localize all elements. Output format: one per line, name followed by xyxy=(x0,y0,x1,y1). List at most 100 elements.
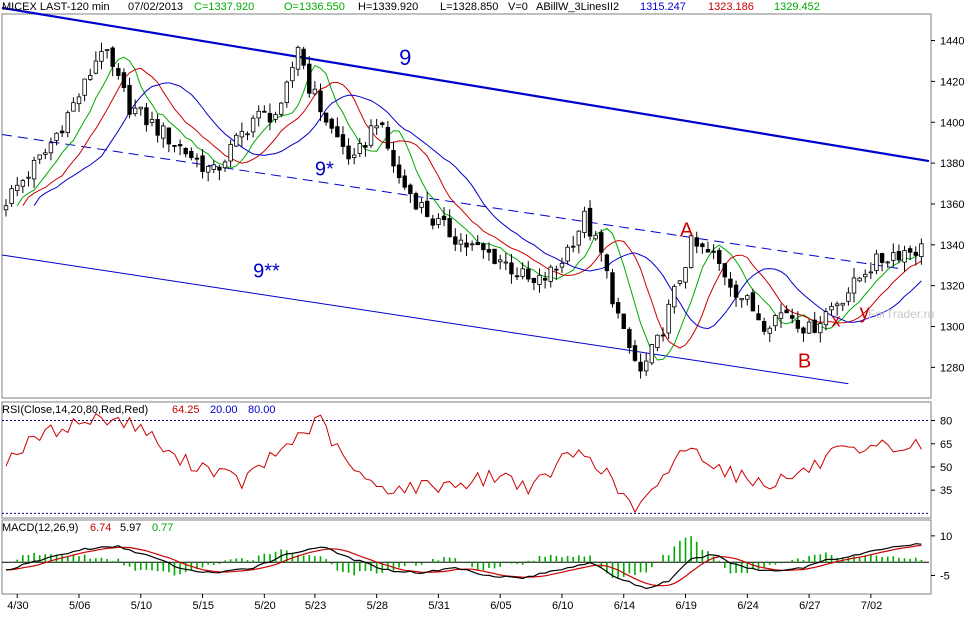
candle-body xyxy=(335,126,340,138)
candle xyxy=(284,80,289,108)
date-label: 07/02/2013 xyxy=(128,1,184,13)
candle xyxy=(357,138,362,158)
candle-body xyxy=(116,68,121,76)
candle xyxy=(509,253,514,284)
candle-body xyxy=(194,157,200,160)
candle-body xyxy=(688,235,694,268)
candle-body xyxy=(138,106,143,110)
candle-body xyxy=(211,164,216,170)
candle xyxy=(818,315,823,343)
candle-body xyxy=(228,144,233,162)
candle-body xyxy=(99,51,104,62)
candle-body xyxy=(761,320,767,332)
candle xyxy=(239,122,245,147)
candle xyxy=(750,288,756,312)
candle xyxy=(840,302,845,311)
candle xyxy=(621,313,626,330)
candle xyxy=(627,327,632,354)
candle xyxy=(15,176,20,197)
indicator-value-2: 1323.186 xyxy=(708,1,754,13)
candle xyxy=(20,178,26,194)
candle-body xyxy=(31,159,37,180)
candle-body xyxy=(284,81,289,103)
candle-body xyxy=(795,319,801,329)
candle xyxy=(54,132,59,146)
low-value: L=1328.850 xyxy=(440,1,499,13)
candle-body xyxy=(514,275,520,278)
candle xyxy=(453,228,458,251)
date-tick-label: 5/31 xyxy=(428,600,449,612)
candle-body xyxy=(402,175,407,188)
candle xyxy=(413,191,419,211)
candle xyxy=(666,299,671,340)
macd-label: MACD(12,26,9) xyxy=(2,522,79,534)
candle-body xyxy=(756,313,761,321)
candle-body xyxy=(902,250,907,263)
candle xyxy=(733,280,739,307)
candle xyxy=(717,247,722,271)
candle-body xyxy=(750,292,756,312)
candle-body xyxy=(790,315,795,319)
candle-body xyxy=(26,176,31,179)
candle xyxy=(531,277,537,291)
candle-body xyxy=(447,218,452,238)
candle xyxy=(761,317,767,336)
macd-value-3: 0.77 xyxy=(152,522,174,534)
candle-body xyxy=(76,96,82,105)
candle-body xyxy=(250,117,256,133)
candle xyxy=(649,344,655,366)
high-value: H=1339.920 xyxy=(358,1,419,13)
candle xyxy=(222,159,228,172)
candle xyxy=(773,314,778,331)
candle-body xyxy=(913,251,918,256)
candle xyxy=(514,267,520,281)
candle xyxy=(273,111,278,123)
candle xyxy=(683,266,688,289)
candle-body xyxy=(166,127,172,145)
candle xyxy=(834,301,840,316)
candle xyxy=(520,262,525,280)
candle xyxy=(161,122,166,148)
candle xyxy=(660,327,666,342)
trendline-9 xyxy=(1,6,930,163)
candle-body xyxy=(301,48,306,66)
date-tick-label: 6/10 xyxy=(552,600,573,612)
candle xyxy=(402,169,407,190)
candle xyxy=(784,305,789,314)
candle-body xyxy=(104,49,110,51)
candle xyxy=(492,248,497,265)
candle-body xyxy=(183,148,188,155)
candle-body xyxy=(565,246,570,262)
candle xyxy=(688,235,694,269)
candle xyxy=(745,294,750,306)
candle-body xyxy=(638,361,643,372)
candle xyxy=(76,93,82,112)
candle xyxy=(9,185,14,207)
candle-body xyxy=(424,200,430,217)
candle-body xyxy=(318,90,323,113)
candle-body xyxy=(739,298,744,301)
candle xyxy=(424,191,430,218)
candle xyxy=(632,340,638,363)
candle xyxy=(705,241,711,253)
candle-body xyxy=(503,261,509,264)
candle xyxy=(290,61,295,88)
candle xyxy=(486,242,492,261)
candle-body xyxy=(818,323,823,334)
candle xyxy=(205,165,211,182)
candle-body xyxy=(907,248,913,253)
candle-body xyxy=(127,84,132,115)
candle xyxy=(559,257,565,274)
candle-body xyxy=(767,327,772,334)
candle xyxy=(267,103,273,131)
candle-body xyxy=(891,252,896,261)
candle-body xyxy=(436,218,441,225)
candle xyxy=(132,99,138,117)
candle xyxy=(391,141,396,173)
candle-body xyxy=(885,261,890,264)
candle-body xyxy=(700,243,705,248)
candle xyxy=(59,125,65,137)
candle xyxy=(149,111,155,127)
candle-body xyxy=(9,188,14,204)
